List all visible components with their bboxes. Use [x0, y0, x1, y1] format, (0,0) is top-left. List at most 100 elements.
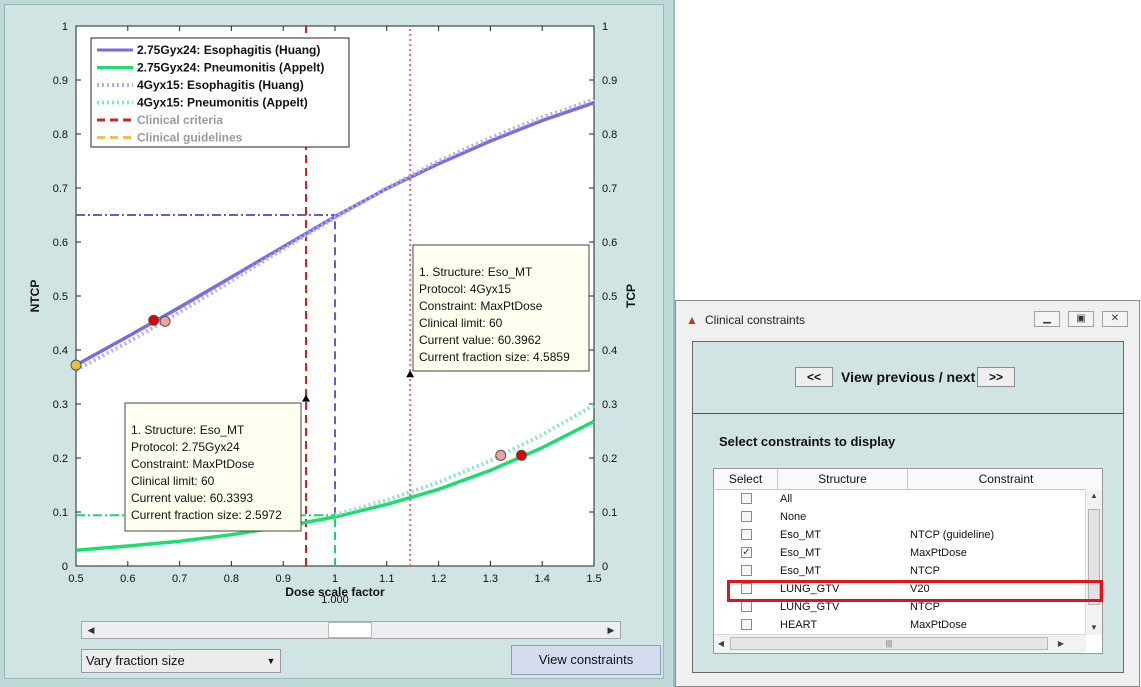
- nav-label: View previous / next: [841, 369, 976, 385]
- row-checkbox[interactable]: [741, 529, 752, 540]
- row-checkbox[interactable]: [741, 493, 752, 504]
- y-tick-label: 0: [62, 561, 68, 573]
- clinical-constraints-dialog: ▲ Clinical constraints ▁ ▣ ✕ << View pre…: [675, 300, 1140, 687]
- scroll-left-arrow-icon[interactable]: ◀: [717, 639, 725, 648]
- structure-cell: HEART: [780, 619, 818, 631]
- table-row[interactable]: HEART MaxPtDose: [714, 616, 1086, 634]
- y2-tick-label: 0.2: [602, 453, 617, 465]
- row-checkbox[interactable]: ✓: [741, 547, 752, 558]
- column-header-constraint[interactable]: Constraint: [978, 472, 1034, 486]
- table-row[interactable]: ✓ Eso_MT MaxPtDose: [714, 544, 1086, 562]
- row-checkbox[interactable]: [741, 583, 752, 594]
- structure-cell: None: [780, 511, 807, 523]
- x-tick-label: 0.7: [172, 573, 187, 585]
- view-constraints-button[interactable]: View constraints: [511, 645, 661, 675]
- series-line: [75, 419, 595, 553]
- annotation-text: Current fraction size: 2.5972: [131, 508, 282, 522]
- structure-cell: Eso_MT: [780, 529, 821, 541]
- structure-cell: All: [780, 493, 793, 505]
- horizontal-scroll-thumb[interactable]: |||: [730, 637, 1048, 650]
- legend-entry: Clinical criteria: [137, 113, 223, 127]
- constraint-cell: V20: [910, 583, 930, 595]
- y-tick-label: 0.3: [53, 399, 68, 411]
- structure-cell: Eso_MT: [780, 547, 821, 559]
- x-tick-label: 1.5: [586, 573, 601, 585]
- table-header: Select Structure Constraint: [714, 469, 1102, 490]
- x-tick-label: 0.8: [224, 573, 239, 585]
- row-checkbox[interactable]: [741, 619, 752, 630]
- previous-button[interactable]: <<: [795, 367, 833, 387]
- minimize-button[interactable]: ▁: [1034, 311, 1060, 327]
- y2-tick-label: 0.3: [602, 399, 617, 411]
- y-tick-label: 0.7: [53, 183, 68, 195]
- series-line: [75, 97, 595, 372]
- constraint-cell: MaxPtDose: [910, 619, 967, 631]
- legend-entry: 4Gyx15: Pneumonitis (Appelt): [137, 96, 308, 110]
- table-row[interactable]: None: [714, 508, 1086, 526]
- restore-button[interactable]: ▣: [1068, 311, 1094, 327]
- legend-box: [90, 37, 350, 148]
- annotation-text: Constraint: MaxPtDose: [131, 457, 255, 471]
- annotation-text: Clinical limit: 60: [419, 316, 503, 330]
- scroll-right-arrow-icon[interactable]: ▶: [1057, 639, 1065, 648]
- x-tick-label: 0.5: [68, 573, 83, 585]
- table-row[interactable]: Eso_MT NTCP (guideline): [714, 526, 1086, 544]
- structure-cell: LUNG_GTV: [780, 601, 840, 613]
- section-title: Select constraints to display: [719, 434, 896, 449]
- scroll-down-arrow-icon[interactable]: ▼: [1090, 623, 1098, 632]
- column-header-select[interactable]: Select: [714, 469, 778, 489]
- annotation-text: Constraint: MaxPtDose: [419, 299, 543, 313]
- constraints-table: Select Structure Constraint All None Eso_M…: [713, 468, 1103, 654]
- figure-panel: 0.5 0.6 0.7 0.8 0.9 1 1.1 1.2 1.3 1.4 1.5 0 0.1 0.2 0.…: [4, 4, 664, 679]
- x-tick-label: 0.9: [276, 573, 291, 585]
- y2-tick-label: 0.9: [602, 75, 617, 87]
- row-checkbox[interactable]: [741, 565, 752, 576]
- legend-entry: Clinical guidelines: [137, 131, 243, 145]
- selected-row-highlight: [727, 580, 1103, 602]
- y2-tick-label: 0: [602, 561, 608, 573]
- annotation-text: Current value: 60.3962: [419, 333, 541, 347]
- y2-tick-label: 0.8: [602, 129, 617, 141]
- row-checkbox[interactable]: [741, 601, 752, 612]
- constraint-cell: NTCP (guideline): [910, 529, 995, 541]
- slider-thumb[interactable]: [328, 622, 372, 638]
- slider-left-arrow-icon[interactable]: ◀: [87, 625, 95, 635]
- vary-mode-dropdown[interactable]: Vary fraction size ▼: [81, 649, 281, 673]
- x-tick-label: 1: [332, 573, 338, 585]
- main-panel: 0.5 0.6 0.7 0.8 0.9 1 1.1 1.2 1.3 1.4 1.5 0 0.1 0.2 0.…: [0, 0, 675, 687]
- table-row[interactable]: LUNG_GTV NTCP: [714, 598, 1086, 616]
- horizontal-scrollbar[interactable]: ◀ ||| ▶: [714, 634, 1086, 653]
- data-marker: [159, 315, 171, 327]
- row-checkbox[interactable]: [741, 511, 752, 522]
- annotation-box: [412, 244, 590, 372]
- annotation-box: [124, 402, 302, 532]
- column-header-structure[interactable]: Structure: [778, 469, 908, 489]
- y-tick-label: 0.1: [53, 507, 68, 519]
- y-axis-label: NTCP: [28, 280, 42, 313]
- scroll-up-arrow-icon[interactable]: ▲: [1090, 491, 1098, 500]
- vertical-scrollbar[interactable]: ▲ ▼: [1085, 489, 1102, 635]
- constraint-cell: NTCP: [910, 565, 940, 577]
- table-row[interactable]: LUNG_GTV V20: [714, 580, 1086, 598]
- dialog-body: << View previous / next >> Select constr…: [692, 341, 1124, 673]
- table-row[interactable]: All: [714, 490, 1086, 508]
- close-button[interactable]: ✕: [1102, 311, 1128, 327]
- x-tick-label: 0.6: [120, 573, 135, 585]
- dropdown-value: Vary fraction size: [86, 653, 185, 668]
- annotation-text: Clinical limit: 60: [131, 474, 215, 488]
- x-tick-label: 1.1: [379, 573, 394, 585]
- chevron-down-icon[interactable]: ▼: [266, 656, 276, 666]
- table-row[interactable]: Eso_MT NTCP: [714, 562, 1086, 580]
- x-tick-label: 1.4: [535, 573, 550, 585]
- annotation-text: Current fraction size: 4.5859: [419, 350, 570, 364]
- y2-tick-label: 0.5: [602, 291, 617, 303]
- dose-scale-slider[interactable]: ◀ ▶: [81, 621, 621, 639]
- series-line: [334, 403, 595, 517]
- next-button[interactable]: >>: [977, 367, 1015, 387]
- legend-entry: 2.75Gyx24: Pneumonitis (Appelt): [137, 61, 324, 75]
- y-tick-label: 0.9: [53, 75, 68, 87]
- constraint-cell: NTCP: [910, 601, 940, 613]
- matlab-icon: ▲: [686, 313, 698, 327]
- data-marker: [495, 449, 507, 461]
- slider-right-arrow-icon[interactable]: ▶: [607, 625, 615, 635]
